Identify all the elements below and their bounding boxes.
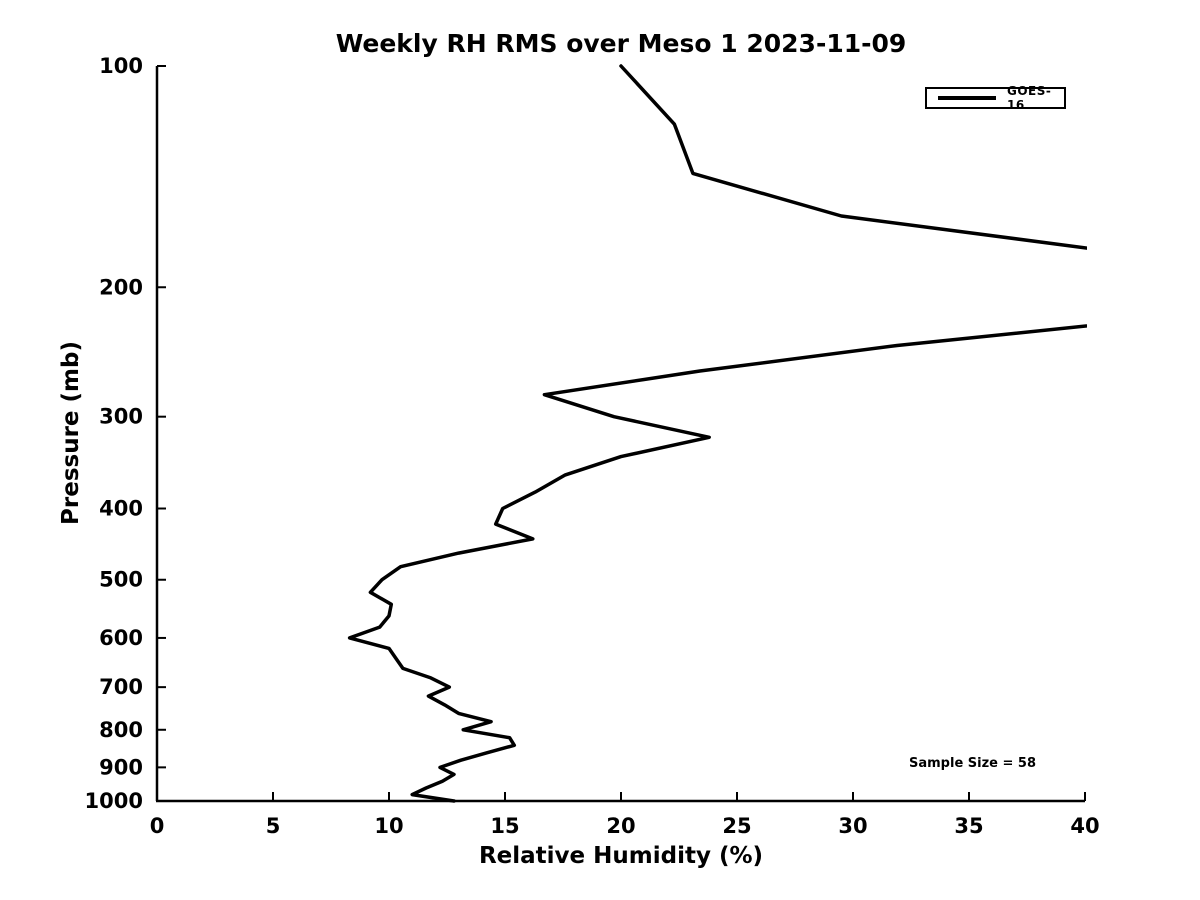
y-axis-label-text: Pressure (mb) xyxy=(58,341,84,525)
x-tick-label: 0 xyxy=(150,814,165,838)
x-tick-label: 30 xyxy=(838,814,867,838)
x-tick-label: 40 xyxy=(1070,814,1099,838)
y-tick-label: 900 xyxy=(99,755,143,779)
y-tick-label: 200 xyxy=(99,275,143,299)
y-tick-label: 1000 xyxy=(85,789,143,813)
legend-line-sample xyxy=(938,96,996,100)
y-tick-label: 600 xyxy=(99,626,143,650)
x-tick-label: 10 xyxy=(374,814,403,838)
x-axis-label: Relative Humidity (%) xyxy=(478,843,764,869)
x-tick-label: 20 xyxy=(606,814,635,838)
x-tick-label: 5 xyxy=(266,814,281,838)
y-tick-label: 100 xyxy=(99,54,143,78)
y-tick-label: 500 xyxy=(99,568,143,592)
data-line xyxy=(347,64,1087,803)
y-tick-label: 800 xyxy=(99,718,143,742)
legend: GOES-16 xyxy=(925,84,1066,112)
chart-title: Weekly RH RMS over Meso 1 2023-11-09 xyxy=(335,29,907,58)
y-tick-label: 300 xyxy=(99,405,143,429)
y-tick-label: 400 xyxy=(99,497,143,521)
x-tick-label: 35 xyxy=(954,814,983,838)
legend-entry-label: GOES-16 xyxy=(1007,84,1052,112)
x-tick-label: 25 xyxy=(722,814,751,838)
y-tick-label: 700 xyxy=(99,675,143,699)
x-tick-label: 15 xyxy=(490,814,519,838)
sample-size-annotation: Sample Size = 58 xyxy=(909,756,1037,771)
